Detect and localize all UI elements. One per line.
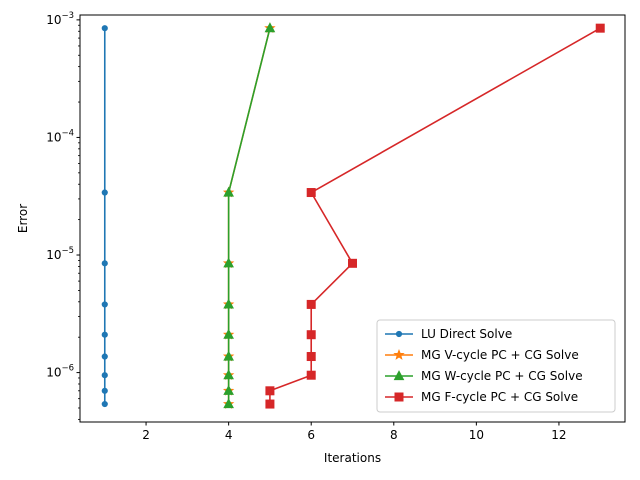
data-point — [101, 260, 108, 267]
data-point — [223, 369, 234, 380]
y-tick-label: 10−5 — [46, 246, 74, 262]
data-point — [101, 372, 108, 379]
data-point — [223, 298, 234, 309]
x-tick-label: 2 — [142, 428, 150, 442]
data-point — [223, 398, 234, 409]
legend-entry: MG W-cycle PC + CG Solve — [385, 369, 583, 383]
y-tick-label: 10−6 — [46, 364, 74, 380]
legend-label: LU Direct Solve — [421, 327, 512, 341]
data-point — [223, 186, 234, 197]
data-point — [223, 328, 234, 339]
data-point — [306, 299, 316, 309]
legend-marker — [393, 349, 405, 360]
axis-layer: 2 4 6 8 10 12 10−6 10−5 10−4 10−3 — [46, 11, 566, 442]
x-tick-label: 8 — [390, 428, 398, 442]
series-layer — [101, 22, 605, 409]
data-point — [264, 22, 276, 33]
series-4 — [265, 23, 605, 409]
y-tick-label: 10−3 — [46, 11, 74, 27]
legend-entry: MG V-cycle PC + CG Solve — [385, 348, 579, 362]
data-point — [265, 386, 275, 396]
data-point — [101, 25, 108, 32]
data-point — [101, 189, 108, 196]
data-point — [223, 257, 234, 268]
legend-entry: MG F-cycle PC + CG Solve — [385, 390, 578, 404]
series-3 — [223, 22, 276, 409]
data-point — [223, 384, 234, 395]
x-tick-label: 12 — [551, 428, 566, 442]
data-point — [101, 353, 108, 360]
x-tick-label: 6 — [307, 428, 315, 442]
x-tick-label: 4 — [225, 428, 233, 442]
legend-label: MG V-cycle PC + CG Solve — [421, 348, 579, 362]
data-point — [595, 23, 605, 33]
data-point — [306, 188, 316, 198]
legend-box — [376, 319, 616, 413]
data-point — [306, 370, 316, 380]
y-axis-label: Error — [16, 204, 30, 233]
data-point — [223, 350, 234, 361]
data-point — [101, 387, 108, 394]
legend-marker — [393, 370, 405, 381]
data-point — [101, 331, 108, 338]
plot-frame — [79, 14, 626, 423]
data-point — [101, 400, 108, 408]
y-tick-label: 10−4 — [46, 128, 74, 144]
x-axis-label: Iterations — [324, 451, 381, 465]
legend-label: MG W-cycle PC + CG Solve — [421, 369, 583, 383]
data-point — [306, 352, 316, 362]
legend-label: MG F-cycle PC + CG Solve — [421, 390, 578, 404]
legend-marker — [395, 330, 403, 338]
legend-marker — [394, 392, 404, 402]
data-point — [265, 399, 275, 409]
data-point — [101, 301, 108, 308]
legend: LU Direct Solve MG V-cycle PC + CG Solve M… — [376, 319, 616, 413]
legend-entry: LU Direct Solve — [385, 327, 512, 341]
x-tick-label: 10 — [469, 428, 484, 442]
data-point — [306, 330, 316, 340]
series-1 — [101, 25, 108, 408]
data-point — [348, 258, 357, 268]
